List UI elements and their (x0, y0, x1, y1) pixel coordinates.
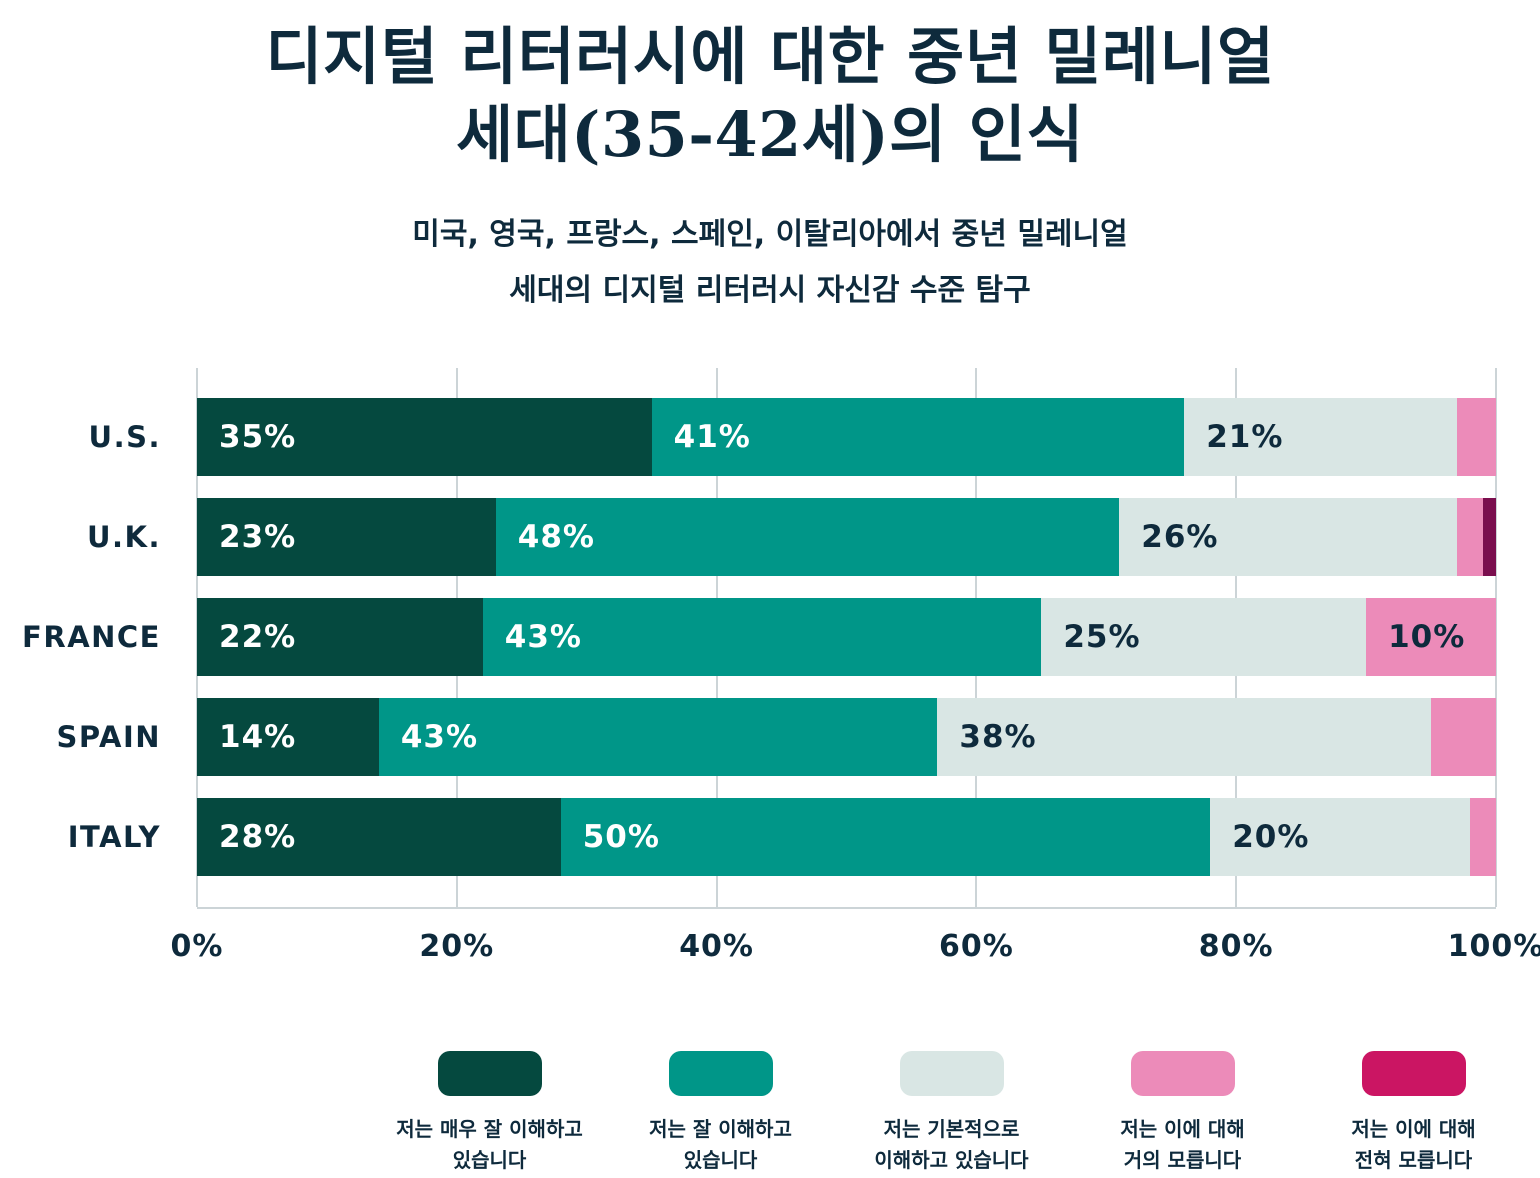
bar-segment: 21% (1184, 398, 1457, 476)
legend-item: 저는 기본적으로 이해하고 있습니다 (836, 1051, 1067, 1176)
bar-value-label: 25% (1063, 619, 1141, 655)
x-axis: 0% 20% 40% 60% 80% 100% (171, 929, 1540, 971)
bars-container: U.S. 35% 41% 21% U.K. 23% 48% 26% FRANCE 22% 43% 25… (22, 398, 1496, 876)
legend-label: 저는 기본적으로 이해하고 있습니다 (874, 1117, 1029, 1172)
bar-value-label: 41% (673, 419, 751, 455)
x-axis-tick-label: 60% (938, 929, 1014, 964)
bar-segment: 50% (560, 798, 1211, 876)
bar-segment (1457, 498, 1483, 576)
legend-swatch (1361, 1051, 1466, 1096)
legend-swatch (1130, 1051, 1235, 1096)
x-axis-tick-label: 80% (1198, 929, 1274, 964)
bar-segment: 26% (1119, 498, 1458, 576)
x-axis-tick-label: 0% (170, 929, 224, 964)
bar-segment: 43% (378, 698, 938, 776)
legend-item: 저는 매우 잘 이해하고 있습니다 (374, 1051, 605, 1176)
bar-row-spain: SPAIN 14% 43% 38% (57, 698, 1496, 776)
page-title: 디지털 리터러시에 대한 중년 밀레니얼 세대(35-42세)의 인식 (265, 20, 1275, 171)
country-label: ITALY (67, 820, 161, 854)
bar-row-france: FRANCE 22% 43% 25% 10% (22, 598, 1496, 676)
country-label: U.K. (86, 520, 161, 554)
legend-label: 저는 잘 이해하고 있습니다 (649, 1117, 792, 1172)
plot-area: U.S. 35% 41% 21% U.K. 23% 48% 26% FRANCE 22% 43% 25… (22, 368, 1497, 909)
legend-item: 저는 잘 이해하고 있습니다 (605, 1051, 836, 1176)
bar-value-label: 22% (219, 619, 297, 655)
bar-value-label: 43% (400, 719, 479, 755)
bar-value-label: 48% (517, 519, 595, 555)
bar-segment: 20% (1210, 798, 1471, 876)
bar-segment: 22% (197, 598, 483, 676)
legend-item: 저는 이에 대해 거의 모릅니다 (1067, 1051, 1298, 1176)
x-axis-tick-label: 20% (419, 929, 495, 964)
legend-label: 저는 매우 잘 이해하고 있습니다 (396, 1117, 583, 1172)
bar-value-label: 21% (1206, 419, 1284, 455)
country-label: FRANCE (22, 620, 161, 654)
legend-label: 저는 이에 대해 전혀 모릅니다 (1351, 1117, 1476, 1172)
stacked-bar-chart: U.S. 35% 41% 21% U.K. 23% 48% 26% FRANCE 22% 43% 25… (22, 368, 1540, 971)
page-subtitle: 미국, 영국, 프랑스, 스페인, 이탈리아에서 중년 밀레니얼 세대의 디지털… (412, 217, 1128, 308)
bar-segment: 28% (197, 798, 561, 876)
country-label: SPAIN (56, 720, 161, 754)
gridline (1495, 368, 1497, 907)
bar-segment: 25% (1041, 598, 1367, 676)
bar-value-label: 26% (1141, 519, 1219, 555)
country-label: U.S. (88, 420, 161, 454)
legend-label: 저는 이에 대해 거의 모릅니다 (1120, 1117, 1245, 1172)
legend-item: 저는 이에 대해 전혀 모릅니다 (1298, 1051, 1529, 1176)
legend-swatch (668, 1051, 773, 1096)
bar-segment (1482, 498, 1496, 576)
bar-segment: 23% (197, 498, 496, 576)
bar-segment: 14% (197, 698, 379, 776)
bar-segment: 48% (495, 498, 1120, 576)
bar-segment: 38% (937, 698, 1432, 776)
bar-value-label: 43% (504, 619, 582, 655)
bar-value-label: 14% (219, 719, 297, 755)
bar-value-label: 38% (959, 719, 1037, 755)
bar-value-label: 20% (1232, 819, 1310, 855)
bar-value-label: 35% (219, 419, 297, 455)
bar-segment: 41% (651, 398, 1185, 476)
bar-value-label: 10% (1388, 619, 1466, 655)
bar-segment (1470, 798, 1496, 876)
bar-segment: 35% (197, 398, 652, 476)
bar-segment: 10% (1366, 598, 1496, 676)
x-axis-tick-label: 100% (1447, 929, 1540, 964)
bar-value-label: 28% (219, 819, 297, 855)
bar-value-label: 23% (219, 519, 297, 555)
bar-row-uk: U.K. 23% 48% 26% (87, 498, 1496, 576)
bar-segment: 43% (482, 598, 1042, 676)
legend-swatch (899, 1051, 1004, 1096)
bar-value-label: 50% (582, 819, 660, 855)
legend-swatch (437, 1051, 542, 1096)
bar-row-italy: ITALY 28% 50% 20% (68, 798, 1496, 876)
x-axis-tick-label: 40% (679, 929, 754, 964)
bar-row-us: U.S. 35% 41% 21% (89, 398, 1496, 476)
bar-segment (1457, 398, 1496, 476)
bar-segment (1431, 698, 1496, 776)
legend: 저는 매우 잘 이해하고 있습니다 저는 잘 이해하고 있습니다 저는 기본적으로 … (374, 1051, 1540, 1176)
